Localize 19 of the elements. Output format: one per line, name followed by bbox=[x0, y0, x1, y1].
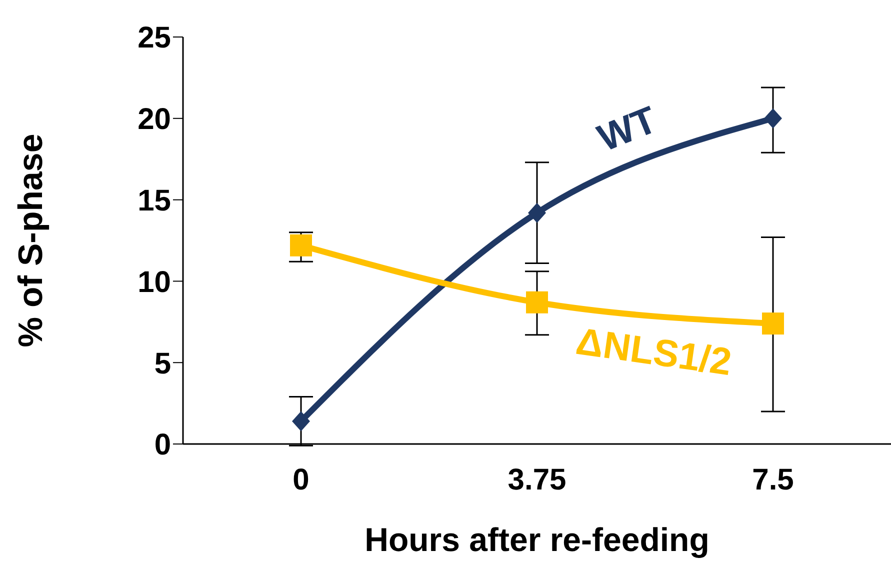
x-tick-label: 7.5 bbox=[752, 463, 794, 496]
y-tick-label: 5 bbox=[154, 347, 171, 380]
text: ΔNLS1/2 bbox=[573, 320, 734, 384]
y-tick-label: 10 bbox=[138, 266, 171, 299]
y-tick-label: 0 bbox=[154, 428, 171, 462]
point bbox=[764, 108, 782, 128]
point bbox=[292, 411, 310, 432]
x-axis-title: Hours after re-feeding bbox=[364, 521, 710, 558]
x-tick-label: 0 bbox=[292, 463, 310, 496]
text: WT bbox=[592, 99, 663, 160]
y-axis-title: % of S-phase bbox=[12, 134, 50, 348]
y-tick-label: 25 bbox=[138, 22, 171, 55]
point bbox=[762, 312, 784, 335]
y-tick-label: 20 bbox=[138, 103, 171, 136]
x-tick-label: 3.75 bbox=[508, 463, 566, 496]
point bbox=[526, 291, 548, 314]
y-tick-label: 15 bbox=[138, 184, 171, 218]
point bbox=[528, 202, 546, 223]
point bbox=[290, 234, 312, 256]
